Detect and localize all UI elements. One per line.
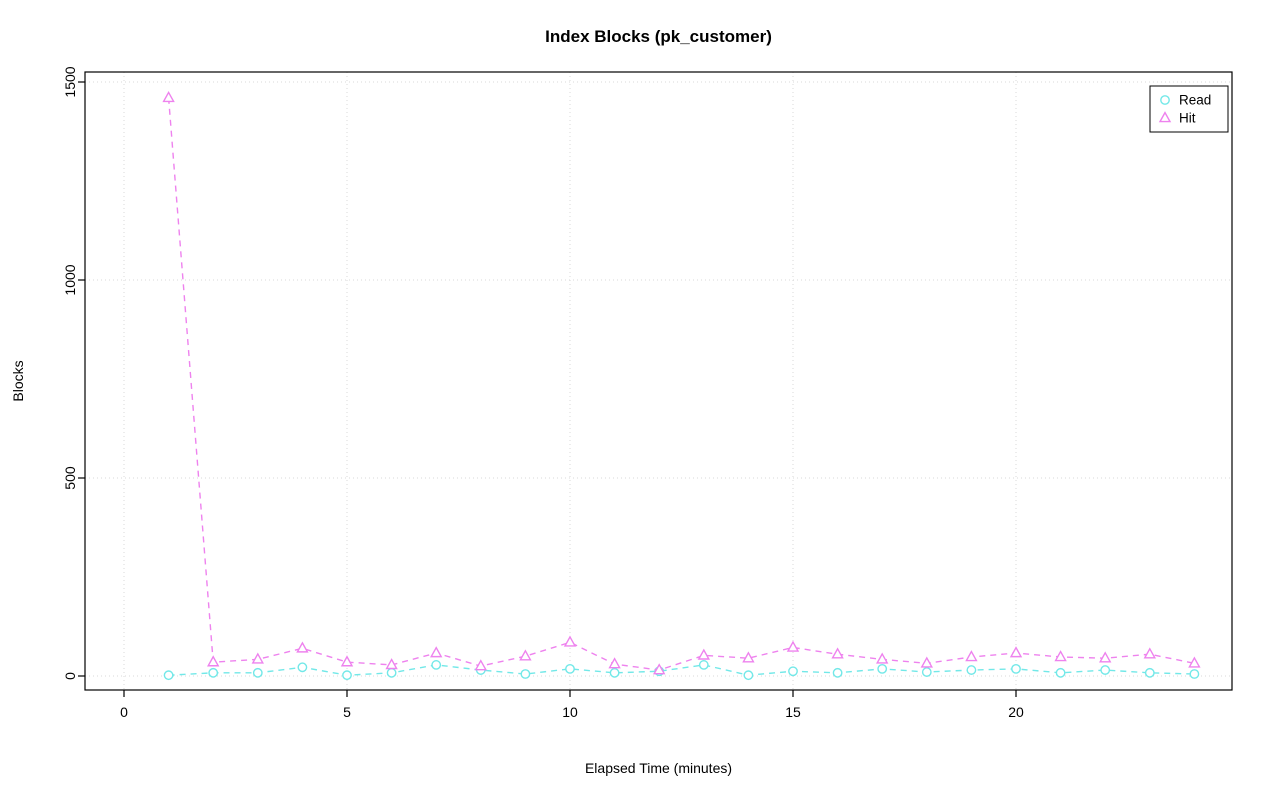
triangle-marker [920, 656, 933, 668]
triangle-marker [162, 90, 175, 103]
circle-marker [163, 670, 174, 681]
circle-marker [520, 669, 531, 679]
legend-triangle-marker [1158, 111, 1172, 123]
triangle-marker [1009, 646, 1023, 658]
circle-marker [921, 667, 932, 677]
triangle-marker [831, 647, 844, 659]
x-tick-label: 15 [785, 704, 801, 720]
triangle-marker [1143, 647, 1156, 659]
triangle-marker [608, 657, 621, 669]
triangle-marker [1188, 656, 1201, 668]
circle-marker [386, 667, 397, 678]
legend: Read Hit [1149, 85, 1229, 133]
series-read [163, 660, 1200, 681]
triangle-marker [385, 658, 398, 670]
y-tick-label: 1000 [62, 264, 78, 295]
triangle-marker [563, 635, 577, 647]
x-tick-label: 0 [120, 704, 128, 720]
triangle-marker [653, 663, 666, 675]
triangle-marker [742, 651, 755, 663]
legend-label: Read [1179, 93, 1211, 108]
circle-marker [1144, 667, 1155, 678]
plot-border [84, 71, 1233, 691]
triangle-marker [1054, 650, 1067, 662]
x-tick-label: 5 [343, 704, 351, 720]
circle-marker [832, 667, 843, 678]
triangle-marker [519, 649, 532, 661]
circle-marker [1189, 669, 1200, 679]
circle-marker [1055, 667, 1066, 678]
legend-circle-marker [1160, 95, 1170, 105]
circle-marker [743, 670, 754, 681]
circle-marker [1100, 665, 1111, 675]
triangle-marker [1099, 651, 1112, 663]
circle-marker [208, 667, 219, 678]
circle-marker [431, 660, 442, 670]
circle-marker [342, 670, 352, 681]
triangle-marker [474, 659, 487, 671]
chart-title: Index Blocks (pk_customer) [545, 27, 772, 46]
y-tick-label: 1500 [62, 66, 78, 97]
circle-marker [565, 663, 575, 674]
triangle-marker [965, 650, 978, 662]
triangle-marker [786, 640, 800, 652]
y-tick-label: 500 [62, 466, 78, 490]
x-tick-label: 10 [562, 704, 578, 720]
series-line [167, 97, 1195, 671]
triangle-marker [340, 655, 354, 667]
triangle-marker [251, 652, 264, 664]
circle-marker [252, 667, 263, 678]
triangle-marker [876, 652, 889, 664]
axis-ticks [78, 81, 1017, 697]
circle-marker [877, 663, 888, 674]
x-axis-label: Elapsed Time (minutes) [584, 760, 733, 776]
series-hit [162, 90, 1201, 675]
circle-marker [1011, 663, 1021, 674]
circle-marker [788, 666, 798, 677]
triangle-marker [296, 641, 309, 653]
circle-marker [698, 660, 709, 670]
y-tick-label: 0 [62, 672, 78, 680]
gridlines [85, 72, 1232, 690]
x-tick-label: 20 [1008, 704, 1024, 720]
triangle-marker [697, 648, 710, 660]
circle-marker [609, 667, 620, 678]
circle-marker [297, 662, 308, 673]
legend-box [1149, 85, 1229, 133]
triangle-marker [207, 655, 220, 667]
circle-marker [966, 665, 977, 675]
series-line [168, 664, 1195, 676]
tick-labels: 0 5 10 15 20 0 500 1000 1500 [62, 66, 1024, 720]
legend-label: Hit [1179, 111, 1196, 126]
triangle-marker [430, 646, 443, 658]
